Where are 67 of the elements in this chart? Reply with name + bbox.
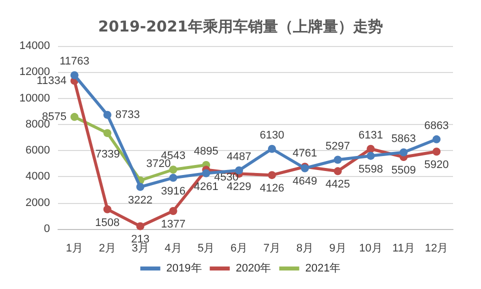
point xyxy=(70,112,78,121)
y-tick-label: 10000 xyxy=(19,92,50,104)
data-label: 5920 xyxy=(424,159,449,172)
data-label: 7339 xyxy=(95,148,120,161)
y-tick-label: 6000 xyxy=(26,144,50,157)
data-label: 4530 xyxy=(214,171,239,184)
data-label: 3916 xyxy=(160,185,186,198)
x-tick-label: 5月 xyxy=(198,242,215,254)
x-tick-label: 11月 xyxy=(392,242,415,254)
data-label: 4895 xyxy=(194,146,218,158)
point xyxy=(136,222,144,230)
y-tick-label: 4000 xyxy=(26,170,50,183)
x-tick-label: 12月 xyxy=(424,242,448,254)
point xyxy=(400,148,408,156)
legend-label: 2021年 xyxy=(305,262,341,274)
data-label: 3222 xyxy=(128,194,153,206)
point xyxy=(103,110,112,119)
data-label: 4126 xyxy=(260,182,284,195)
data-label: 5863 xyxy=(391,132,416,145)
point xyxy=(202,169,210,178)
point xyxy=(432,135,441,144)
legend-label: 2020年 xyxy=(236,262,272,274)
point xyxy=(169,174,178,182)
y-tick-label: 14000 xyxy=(19,40,50,52)
x-tick-label: 9月 xyxy=(329,242,346,254)
point xyxy=(103,205,112,214)
x-tick-label: 4月 xyxy=(164,242,182,254)
legend-label: 2019年 xyxy=(166,262,202,274)
point xyxy=(268,144,276,153)
point xyxy=(268,171,276,180)
data-label: 5509 xyxy=(391,164,416,176)
x-tick-label: 10月 xyxy=(359,242,382,254)
x-tick-label: 1月 xyxy=(66,242,84,254)
point xyxy=(235,166,244,174)
data-label: 4487 xyxy=(226,150,252,163)
y-tick-label: 0 xyxy=(44,223,50,235)
data-label: 4229 xyxy=(226,181,252,194)
data-label: 6863 xyxy=(424,120,449,132)
data-label: 6130 xyxy=(260,129,284,142)
y-tick-label: 2000 xyxy=(26,196,50,209)
data-label: 4261 xyxy=(194,180,218,193)
data-label: 5598 xyxy=(358,163,383,176)
data-label: 1377 xyxy=(160,218,186,230)
point xyxy=(366,144,375,153)
data-label: 4425 xyxy=(326,178,350,191)
point xyxy=(136,182,144,191)
point xyxy=(366,152,375,160)
data-label: 8733 xyxy=(115,108,140,121)
point xyxy=(103,129,112,138)
point xyxy=(334,156,342,164)
point xyxy=(432,148,441,156)
point xyxy=(70,71,78,80)
x-tick-label: 2月 xyxy=(98,242,116,254)
data-label: 4761 xyxy=(292,147,318,160)
data-label: 4649 xyxy=(292,176,318,188)
chart-title: 2019-2021年乘用车销量（上牌量）走势 xyxy=(98,18,383,36)
x-tick-label: 7月 xyxy=(263,242,281,254)
x-tick-label: 6月 xyxy=(230,242,248,254)
point xyxy=(169,166,178,174)
point xyxy=(169,207,178,215)
data-label: 1508 xyxy=(95,216,120,229)
data-label: 6131 xyxy=(358,129,383,142)
data-label: 5297 xyxy=(326,140,350,152)
data-label: 11763 xyxy=(60,56,90,68)
x-tick-label: 8月 xyxy=(296,242,314,254)
data-label: 11334 xyxy=(36,74,66,87)
point xyxy=(334,167,342,176)
